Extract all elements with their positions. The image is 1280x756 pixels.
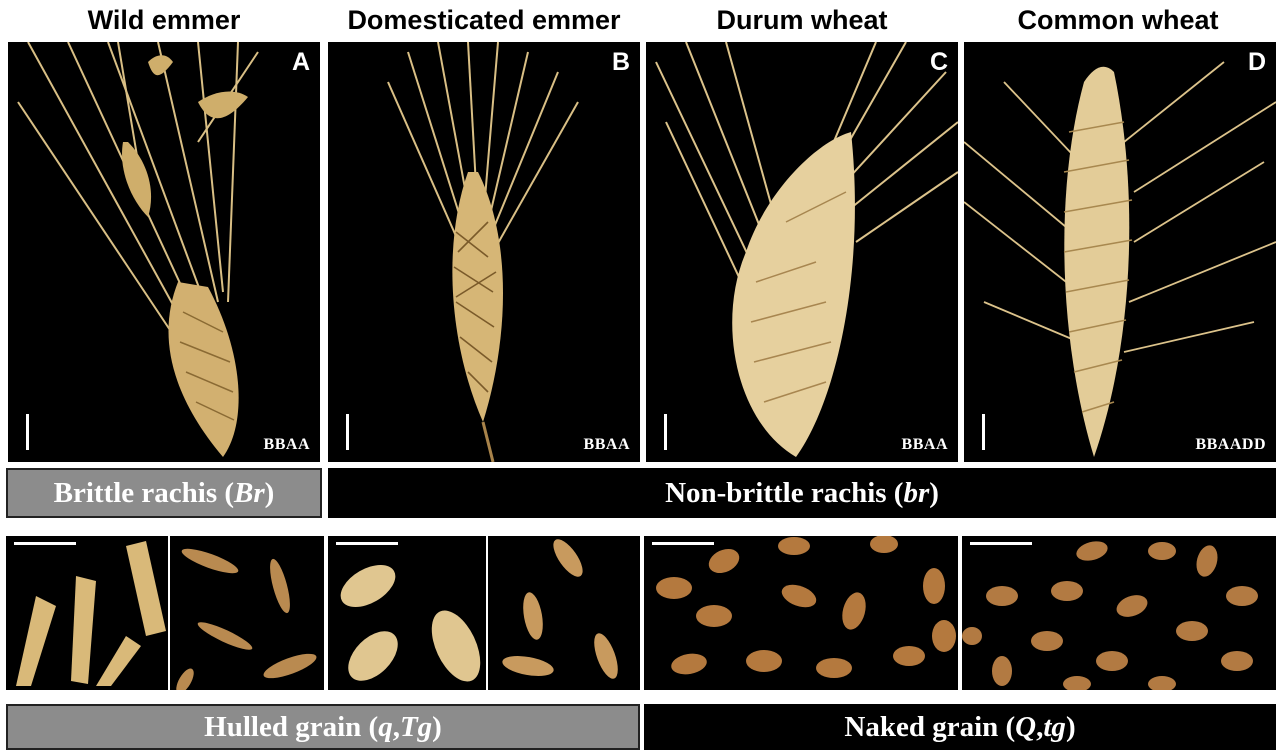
brittle-rachis-banner: Brittle rachis (Br) xyxy=(6,468,322,518)
scale-bar-c xyxy=(664,414,667,450)
grain-photo-durum-wheat-kernels xyxy=(644,536,958,690)
spike-photo-common-wheat: D BBAADD xyxy=(964,42,1276,462)
grain-scale-bar-3 xyxy=(652,542,714,545)
brittle-rachis-close: ) xyxy=(264,476,275,509)
grain-photo-wild-emmer-kernels xyxy=(170,536,324,690)
non-brittle-rachis-text: Non-brittle rachis ( xyxy=(665,476,904,509)
grain-scale-bar-2 xyxy=(336,542,398,545)
hulled-grain-close: ) xyxy=(432,710,442,743)
naked-grain-allele-2: tg xyxy=(1043,710,1066,743)
grain-photo-common-wheat-kernels xyxy=(962,536,1276,690)
hulled-grain-sep: , xyxy=(392,710,400,743)
grain-photo-domesticated-emmer-kernels xyxy=(488,536,640,690)
naked-grain-close: ) xyxy=(1065,710,1076,743)
genome-label-c: BBAA xyxy=(901,436,948,453)
grain-photo-domesticated-emmer-spikelets xyxy=(328,536,486,690)
hulled-grain-allele-2: Tg xyxy=(399,710,433,743)
naked-grain-banner: Naked grain (Q, tg) xyxy=(644,704,1276,750)
brittle-rachis-allele: Br xyxy=(234,476,265,509)
title-common-wheat: Common wheat xyxy=(1017,5,1219,35)
naked-grain-text: Naked grain ( xyxy=(844,710,1016,743)
brittle-rachis-text: Brittle rachis ( xyxy=(53,476,235,509)
panel-letter-a: A xyxy=(291,48,310,76)
naked-grain-sep: , xyxy=(1036,710,1044,743)
spike-photo-durum-wheat: C BBAA xyxy=(646,42,958,462)
panel-letter-b: B xyxy=(611,48,630,76)
genome-label-d: BBAADD xyxy=(1195,436,1266,453)
spike-photo-wild-emmer: A BBAA xyxy=(8,42,320,462)
spike-photo-domesticated-emmer: B BBAA xyxy=(328,42,640,462)
grain-photo-wild-emmer-spikelets xyxy=(6,536,168,690)
panel-letter-d: D xyxy=(1247,48,1266,76)
hulled-grain-allele-1: q xyxy=(378,710,393,743)
genome-label-a: BBAA xyxy=(263,436,310,453)
panel-letter-c: C xyxy=(929,48,948,76)
title-durum-wheat: Durum wheat xyxy=(716,5,888,35)
scale-bar-b xyxy=(346,414,349,450)
non-brittle-rachis-banner: Non-brittle rachis (br) xyxy=(328,468,1276,518)
naked-grain-allele-1: Q xyxy=(1015,710,1037,743)
title-wild-emmer: Wild emmer xyxy=(87,5,241,35)
grain-scale-bar-4 xyxy=(970,542,1032,545)
scale-bar-a xyxy=(26,414,29,450)
scale-bar-d xyxy=(982,414,985,450)
non-brittle-rachis-allele: br xyxy=(903,476,930,509)
hulled-grain-text: Hulled grain ( xyxy=(204,710,379,743)
hulled-grain-banner: Hulled grain (q, Tg) xyxy=(6,704,640,750)
genome-label-b: BBAA xyxy=(583,436,630,453)
title-domesticated-emmer: Domesticated emmer xyxy=(347,5,621,35)
grain-scale-bar-1 xyxy=(14,542,76,545)
non-brittle-rachis-close: ) xyxy=(929,476,939,509)
